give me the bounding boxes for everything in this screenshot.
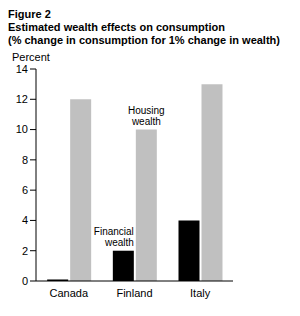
html-text:Estimated wealth effects on co: Estimated wealth effects on consumption bbox=[8, 21, 225, 33]
svg-text:8: 8 bbox=[22, 154, 28, 166]
html-text:(% change in consumption for 1: (% change in consumption for 1% change i… bbox=[8, 34, 280, 46]
svg-text:Italy: Italy bbox=[190, 287, 211, 299]
svg-text:10: 10 bbox=[16, 123, 28, 135]
svg-text:Financialwealth: Financialwealth bbox=[94, 226, 134, 248]
svg-text:12: 12 bbox=[16, 93, 28, 105]
svg-text:0: 0 bbox=[22, 275, 28, 287]
svg-text:14: 14 bbox=[16, 63, 28, 75]
svg-text:Finland: Finland bbox=[116, 287, 152, 299]
svg-text:Canada: Canada bbox=[50, 287, 89, 299]
svg-text:Housingwealth: Housingwealth bbox=[128, 105, 165, 127]
svg-text:2: 2 bbox=[22, 245, 28, 257]
html-text:Figure 2: Figure 2 bbox=[8, 8, 51, 20]
svg-text:6: 6 bbox=[22, 184, 28, 196]
html-text:Percent: Percent bbox=[12, 51, 50, 63]
svg-text:4: 4 bbox=[22, 214, 28, 226]
